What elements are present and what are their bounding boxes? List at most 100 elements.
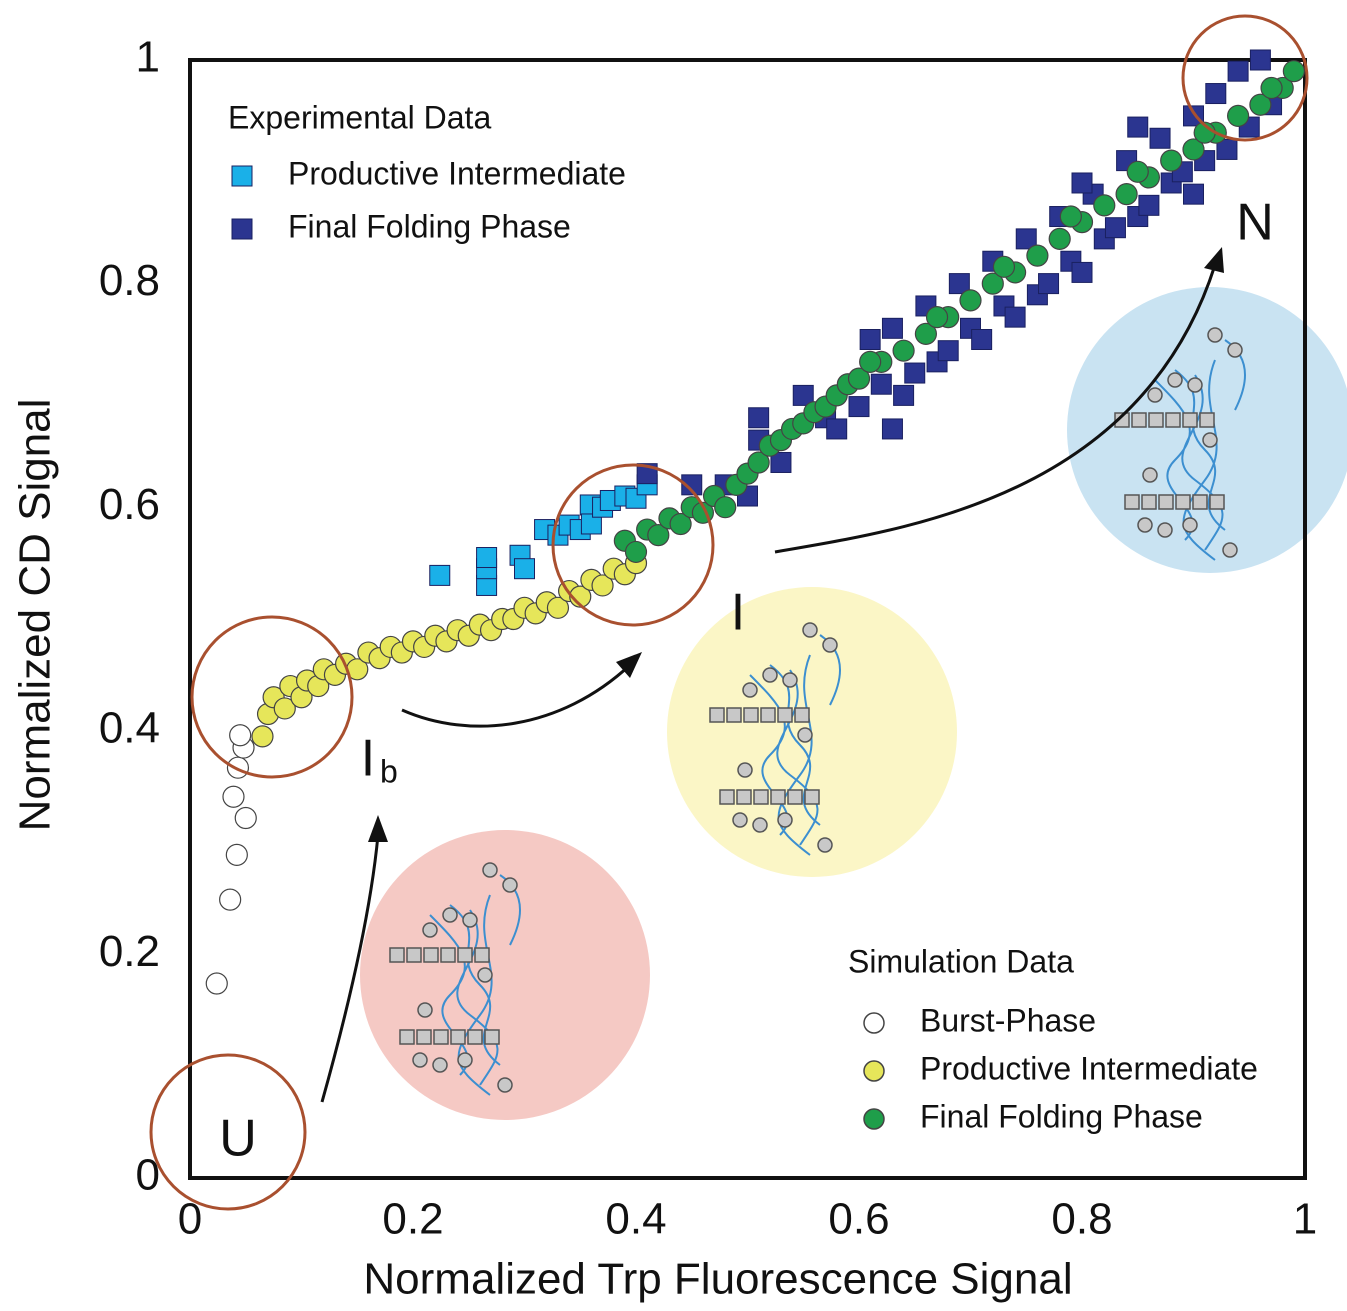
legend-label: Productive Intermediate <box>288 155 626 191</box>
point <box>881 317 903 339</box>
point <box>1004 306 1026 328</box>
point <box>1205 83 1227 105</box>
point <box>992 255 1016 278</box>
x-tick-label: 0.4 <box>605 1195 666 1244</box>
x-tick-label: 1 <box>1293 1195 1317 1244</box>
point <box>1226 104 1250 128</box>
point <box>870 373 892 395</box>
y-axis-title: Normalized CD Signal <box>11 399 60 832</box>
state-label-subscript: b <box>380 753 398 789</box>
point <box>971 329 993 350</box>
point <box>1282 60 1305 83</box>
point <box>1249 93 1272 116</box>
point <box>925 306 949 329</box>
point <box>937 340 959 362</box>
legend-swatch <box>863 1012 885 1034</box>
marks <box>205 49 1305 995</box>
point <box>1126 160 1149 183</box>
point <box>914 322 938 346</box>
x-axis-title: Normalized Trp Fluorescence Signal <box>363 1255 1072 1304</box>
point <box>1071 261 1093 283</box>
legend-title: Experimental Data <box>228 99 491 135</box>
x-tick-label: 0 <box>178 1195 202 1244</box>
legend-swatch <box>863 1108 885 1130</box>
point <box>226 756 250 779</box>
legend-swatch <box>231 165 253 187</box>
point <box>770 451 792 473</box>
point <box>273 697 296 720</box>
point <box>251 725 274 748</box>
point <box>580 513 602 535</box>
point <box>476 547 498 569</box>
point <box>1038 273 1060 295</box>
state-label: U <box>219 1110 257 1168</box>
point <box>1216 138 1238 160</box>
y-tick-label: 0.6 <box>99 480 160 529</box>
point <box>429 564 451 586</box>
point <box>826 418 848 440</box>
point <box>1071 172 1093 194</box>
point <box>669 512 692 536</box>
point <box>1104 217 1126 239</box>
decorations <box>320 247 1347 1120</box>
point <box>859 329 881 350</box>
point <box>848 396 870 418</box>
point <box>1249 49 1271 71</box>
highlight-circles <box>149 14 1309 1211</box>
point <box>234 806 257 830</box>
x-tick-label: 0.6 <box>828 1195 889 1244</box>
point <box>1138 194 1160 216</box>
point <box>205 972 228 995</box>
legend-swatch <box>863 1060 885 1082</box>
point <box>681 474 703 496</box>
point <box>847 367 871 390</box>
point <box>1059 205 1082 228</box>
point <box>514 558 535 580</box>
point <box>219 888 242 911</box>
point <box>859 350 882 373</box>
state-label: I <box>731 584 745 642</box>
y-tick-label: 0 <box>136 1151 160 1200</box>
state-label: N <box>1236 194 1274 252</box>
point <box>1015 228 1037 250</box>
point <box>229 724 252 747</box>
state-label: I <box>361 730 375 788</box>
point <box>1048 227 1071 250</box>
point <box>1127 116 1149 138</box>
legend-label: Productive Intermediate <box>920 1050 1258 1086</box>
point <box>1183 183 1204 205</box>
point <box>1115 183 1138 206</box>
point <box>1149 127 1171 149</box>
legend-label: Final Folding Phase <box>920 1098 1203 1134</box>
y-tick-label: 0.2 <box>99 927 160 976</box>
point <box>591 574 614 597</box>
point <box>1160 149 1183 172</box>
point <box>647 524 670 547</box>
legend-label: Burst-Phase <box>920 1002 1096 1038</box>
point <box>624 540 648 564</box>
point <box>892 339 915 362</box>
plot-frame <box>188 58 1307 1180</box>
point <box>1260 76 1283 100</box>
point <box>893 384 915 406</box>
y-tick-label: 0.4 <box>99 703 160 752</box>
y-tick-label: 1 <box>136 33 160 82</box>
x-tick-label: 0.2 <box>382 1195 443 1244</box>
point <box>225 843 248 866</box>
point <box>748 407 770 429</box>
x-tick-label: 0.8 <box>1051 1195 1112 1244</box>
point <box>546 596 570 619</box>
point <box>948 273 970 295</box>
point <box>1093 194 1116 217</box>
point <box>981 272 1004 295</box>
legend-label: Final Folding Phase <box>288 208 571 244</box>
legend-title: Simulation Data <box>848 943 1074 979</box>
point <box>904 362 926 384</box>
point <box>222 785 245 808</box>
point <box>1227 60 1249 82</box>
legend-swatch <box>231 218 253 240</box>
point <box>1182 138 1205 161</box>
point <box>881 418 903 440</box>
point <box>792 384 814 406</box>
